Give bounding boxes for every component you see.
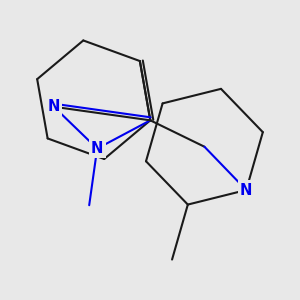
Text: N: N: [48, 99, 60, 114]
Text: N: N: [240, 182, 252, 197]
Text: N: N: [91, 141, 103, 156]
